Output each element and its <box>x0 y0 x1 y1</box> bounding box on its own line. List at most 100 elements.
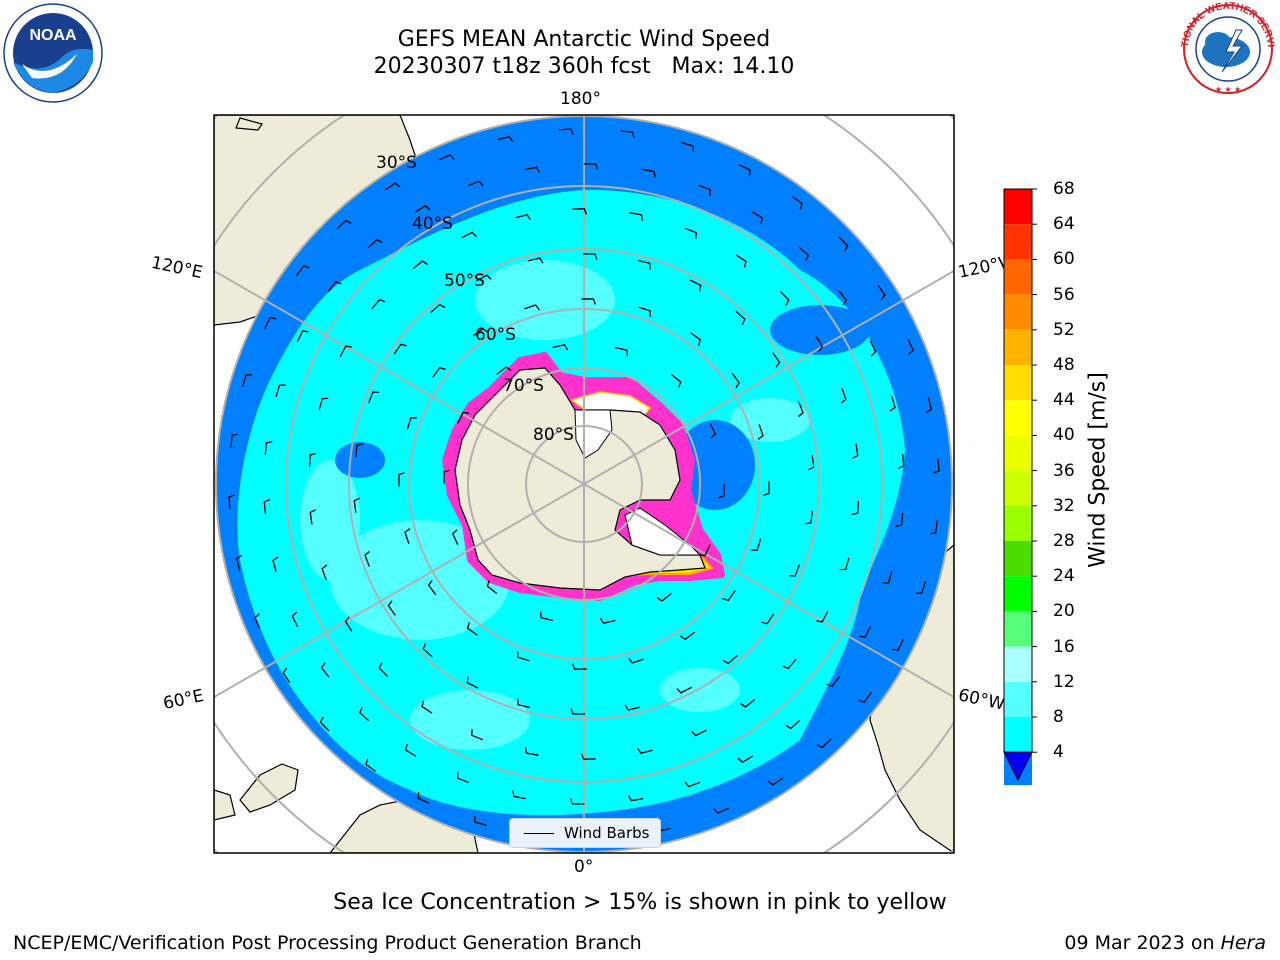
wind-barb <box>638 306 651 317</box>
colorbar-tick-label: 8 <box>1053 707 1064 727</box>
wind-barb <box>852 443 859 459</box>
wind-barb <box>627 795 644 802</box>
colorbar-segment <box>1004 541 1032 577</box>
map-frame <box>213 114 955 854</box>
wind-barb <box>517 698 531 709</box>
graticule <box>214 115 954 853</box>
wind-barb <box>309 509 316 525</box>
legend-label: Wind Barbs <box>564 824 650 842</box>
wind-barb <box>364 550 371 567</box>
colorbar-tick-label: 48 <box>1053 355 1075 375</box>
footer-host: Hera <box>1220 932 1266 954</box>
wind-barb <box>467 180 484 187</box>
wind-barb <box>327 281 342 292</box>
wind-barb <box>572 208 588 215</box>
wind-barb <box>275 384 286 397</box>
colorbar-segment <box>1004 470 1032 506</box>
wind-barb <box>933 458 940 474</box>
wind-barb <box>367 391 379 404</box>
wind-barb <box>443 469 450 484</box>
svg-text:★ ★ ★: ★ ★ ★ <box>1215 85 1242 94</box>
wind-barb-legend-line <box>524 832 554 834</box>
lat-label-50s: 50°S <box>444 271 485 291</box>
wind-barb <box>432 366 446 378</box>
wind-barb <box>456 772 470 784</box>
wind-barb <box>735 310 746 325</box>
colorbar-tick-label: 36 <box>1053 460 1075 481</box>
wind-barb <box>308 452 317 467</box>
wind-barb <box>430 303 446 313</box>
colorbar-tick-label: 20 <box>1053 601 1075 622</box>
colorbar-segment <box>1004 224 1032 260</box>
wind-barb <box>572 663 587 670</box>
wind-barb <box>552 344 569 351</box>
wind-barb <box>684 781 701 788</box>
colorbar-tick-label: 60 <box>1053 249 1075 270</box>
colorbar-segment <box>1004 611 1032 647</box>
wind-barb <box>406 417 417 430</box>
wind-barb <box>497 135 514 143</box>
map-subtitle: 20230307 t18z 360h fcst Max: 14.10 <box>373 54 795 79</box>
wind-barb <box>421 700 433 714</box>
wind-barb <box>414 204 431 213</box>
wind-barb <box>751 538 762 551</box>
wind-barb <box>527 257 544 264</box>
wind-barb <box>321 564 328 581</box>
wind-barb <box>466 676 479 689</box>
wind-barb <box>815 336 824 352</box>
wind-barb <box>718 484 725 499</box>
wind-barb <box>637 747 653 755</box>
wind-barb <box>816 610 829 623</box>
wind-barb <box>735 254 747 268</box>
wind-barb <box>642 168 656 178</box>
map-title: GEFS MEAN Antarctic Wind Speed <box>397 27 771 52</box>
lat-label-70s: 70°S <box>503 376 544 396</box>
wind-barb <box>387 600 396 616</box>
wind-barb <box>895 513 904 528</box>
wind-barb <box>367 238 383 249</box>
wind-barb <box>792 196 803 210</box>
map-legend: Wind Barbs <box>509 818 661 848</box>
colorbar-extend-arrow <box>1003 751 1033 782</box>
wind-barb <box>318 397 329 411</box>
wind-barb <box>581 298 596 305</box>
wind-barb <box>354 443 363 458</box>
colorbar-segment <box>1004 717 1032 753</box>
wind-barb <box>798 246 809 262</box>
wind-barb <box>684 227 697 239</box>
wind-barb <box>891 639 904 651</box>
wind-barb <box>517 651 530 662</box>
wind-barb <box>365 758 376 772</box>
colorbar <box>1003 188 1037 785</box>
wind-barb <box>877 284 886 301</box>
colorbar-segment <box>1004 576 1032 612</box>
wind-barb <box>679 631 696 641</box>
wind-barb <box>722 655 738 665</box>
wind-barb <box>422 643 433 658</box>
wind-barb <box>789 564 801 577</box>
wind-barb <box>897 454 905 469</box>
wind-barb <box>722 590 736 602</box>
wind-barb <box>670 373 682 388</box>
wind-barb <box>263 499 271 514</box>
wind-barb <box>691 729 707 737</box>
wind-barb <box>319 716 330 732</box>
footer-branch: NCEP/EMC/Verification Post Processing Pr… <box>13 932 642 954</box>
wind-barb <box>583 253 598 260</box>
wind-barb <box>471 729 484 741</box>
colorbar-segment <box>1004 294 1032 330</box>
wind-barb <box>230 433 239 448</box>
wind-barb <box>580 753 596 760</box>
wind-barb <box>570 708 585 715</box>
wind-barb <box>698 544 711 557</box>
wind-barb <box>282 667 291 684</box>
wind-barb <box>353 497 360 513</box>
colorbar-segment <box>1004 259 1032 295</box>
wind-barb <box>291 611 299 628</box>
noaa-logo: NOAA <box>3 3 103 103</box>
wind-barb <box>378 662 389 677</box>
wind-barb <box>512 790 526 800</box>
wind-barb <box>689 279 702 292</box>
wind-barb <box>816 738 832 749</box>
wind-barb <box>698 184 712 196</box>
